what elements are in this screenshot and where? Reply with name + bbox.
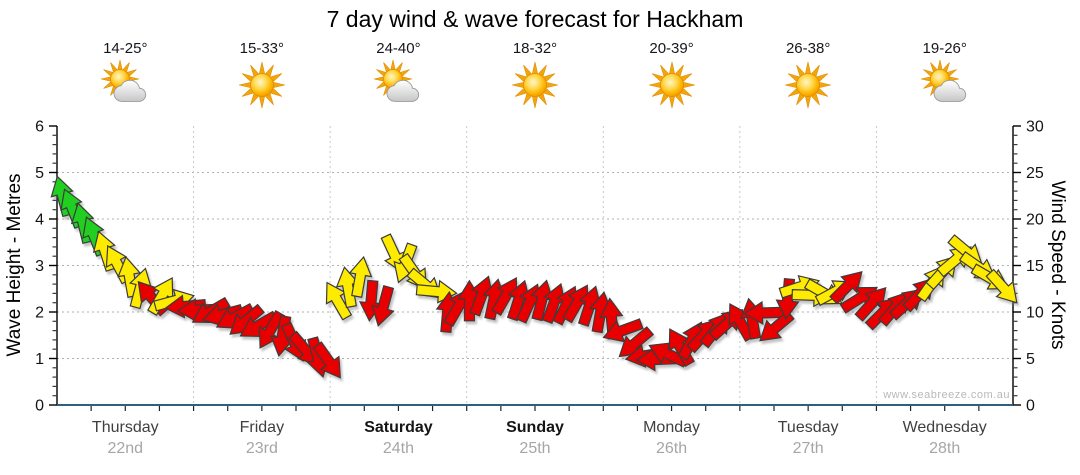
day-date: 27th [792,440,824,457]
day-footer: Monday 26th [602,417,742,459]
left-axis-tick-label: 0 [35,398,44,415]
day-header: 26-38° [748,40,868,115]
right-axis-tick-label: 0 [1026,398,1035,415]
wind-arrow [602,318,644,343]
right-axis-tick-label: 30 [1026,119,1044,136]
gridlines [57,126,1013,405]
x-axis [57,404,1013,411]
day-date: 23rd [245,440,278,457]
chart-title: 7 day wind & wave forecast for Hackham [326,6,744,32]
wind-arrow [829,271,863,305]
day-footer: Thursday 22nd [55,417,195,459]
day-name: Thursday [91,419,159,436]
left-axis-title: Wave Height - Metres [4,173,25,357]
right-axis-title: Wind Speed - Knots [1047,180,1068,350]
wind-arrow [854,286,887,322]
wind-arrow [335,266,360,309]
day-date: 25th [519,440,551,457]
wind-arrow [147,276,174,316]
sun-icon [647,60,697,110]
day-footer: Sunday 25th [465,417,605,459]
day-name: Saturday [364,419,433,436]
day-name: Wednesday [902,419,987,436]
day-date: 26th [655,440,688,457]
day-header: 14-25° [65,40,185,115]
day-header: 15-33° [202,40,322,115]
day-temp-range: 19-26° [922,40,967,57]
wind-arrow [312,341,341,379]
wind-arrow [325,281,353,321]
day-temp-range: 14-25° [103,40,148,57]
day-temp-range: 15-33° [239,40,285,57]
right-axis-tick-label: 5 [1026,351,1035,368]
left-axis-tick-label: 2 [35,305,44,322]
day-temp-range: 18-32° [512,40,558,57]
day-name: Sunday [506,419,564,436]
day-footer: Wednesday 28th [875,417,1015,459]
wind-arrow [239,310,279,338]
day-header: 19-26° [885,40,1005,115]
sun-icon [783,60,833,110]
wind-arrow [577,285,602,327]
day-date: 24th [382,440,414,457]
wind-arrow [348,255,373,298]
sun-cloud-icon [373,59,423,110]
day-name: Tuesday [777,419,839,436]
sun-icon [510,60,560,110]
watermark: www.seabreeze.com.au [883,389,1010,401]
day-footer: Friday 23rd [192,417,332,459]
right-axis-tick-label: 10 [1026,305,1044,322]
left-axis-tick-label: 6 [35,119,44,136]
day-header: 24-40° [338,40,458,115]
day-footer: Tuesday 27th [738,417,878,459]
right-axis: 0 5 10 15 20 25 30 [1012,119,1044,415]
day-temp-range: 26-38° [785,40,831,57]
day-date: 28th [929,440,961,457]
day-header: 18-32° [475,40,595,115]
left-axis-tick-label: 5 [35,165,44,182]
day-footer: Saturday 24th [328,417,468,459]
day-name: Monday [643,419,701,436]
right-axis-tick-label: 25 [1026,165,1044,182]
day-temp-range: 24-40° [376,40,421,57]
day-date: 22nd [107,440,144,457]
wind-arrow [985,268,1018,304]
left-axis-tick-label: 3 [35,258,44,275]
wind-arrow [380,233,406,274]
left-axis: 0 1 2 3 4 5 6 [35,119,58,415]
sun-cloud-icon [920,59,970,110]
sun-icon [237,60,287,110]
wind-arrow [530,279,554,322]
left-axis-tick-label: 4 [35,212,44,229]
wind-arrow [258,309,286,349]
wind-arrows [50,175,1018,379]
right-axis-tick-label: 15 [1026,258,1044,275]
left-axis-tick-label: 1 [35,351,44,368]
day-name: Friday [239,419,285,436]
day-header: 20-39° [612,40,732,115]
day-temp-range: 20-39° [649,40,694,57]
sun-cloud-icon [100,59,150,110]
wind-arrow [371,285,395,327]
right-axis-tick-label: 20 [1026,212,1044,229]
